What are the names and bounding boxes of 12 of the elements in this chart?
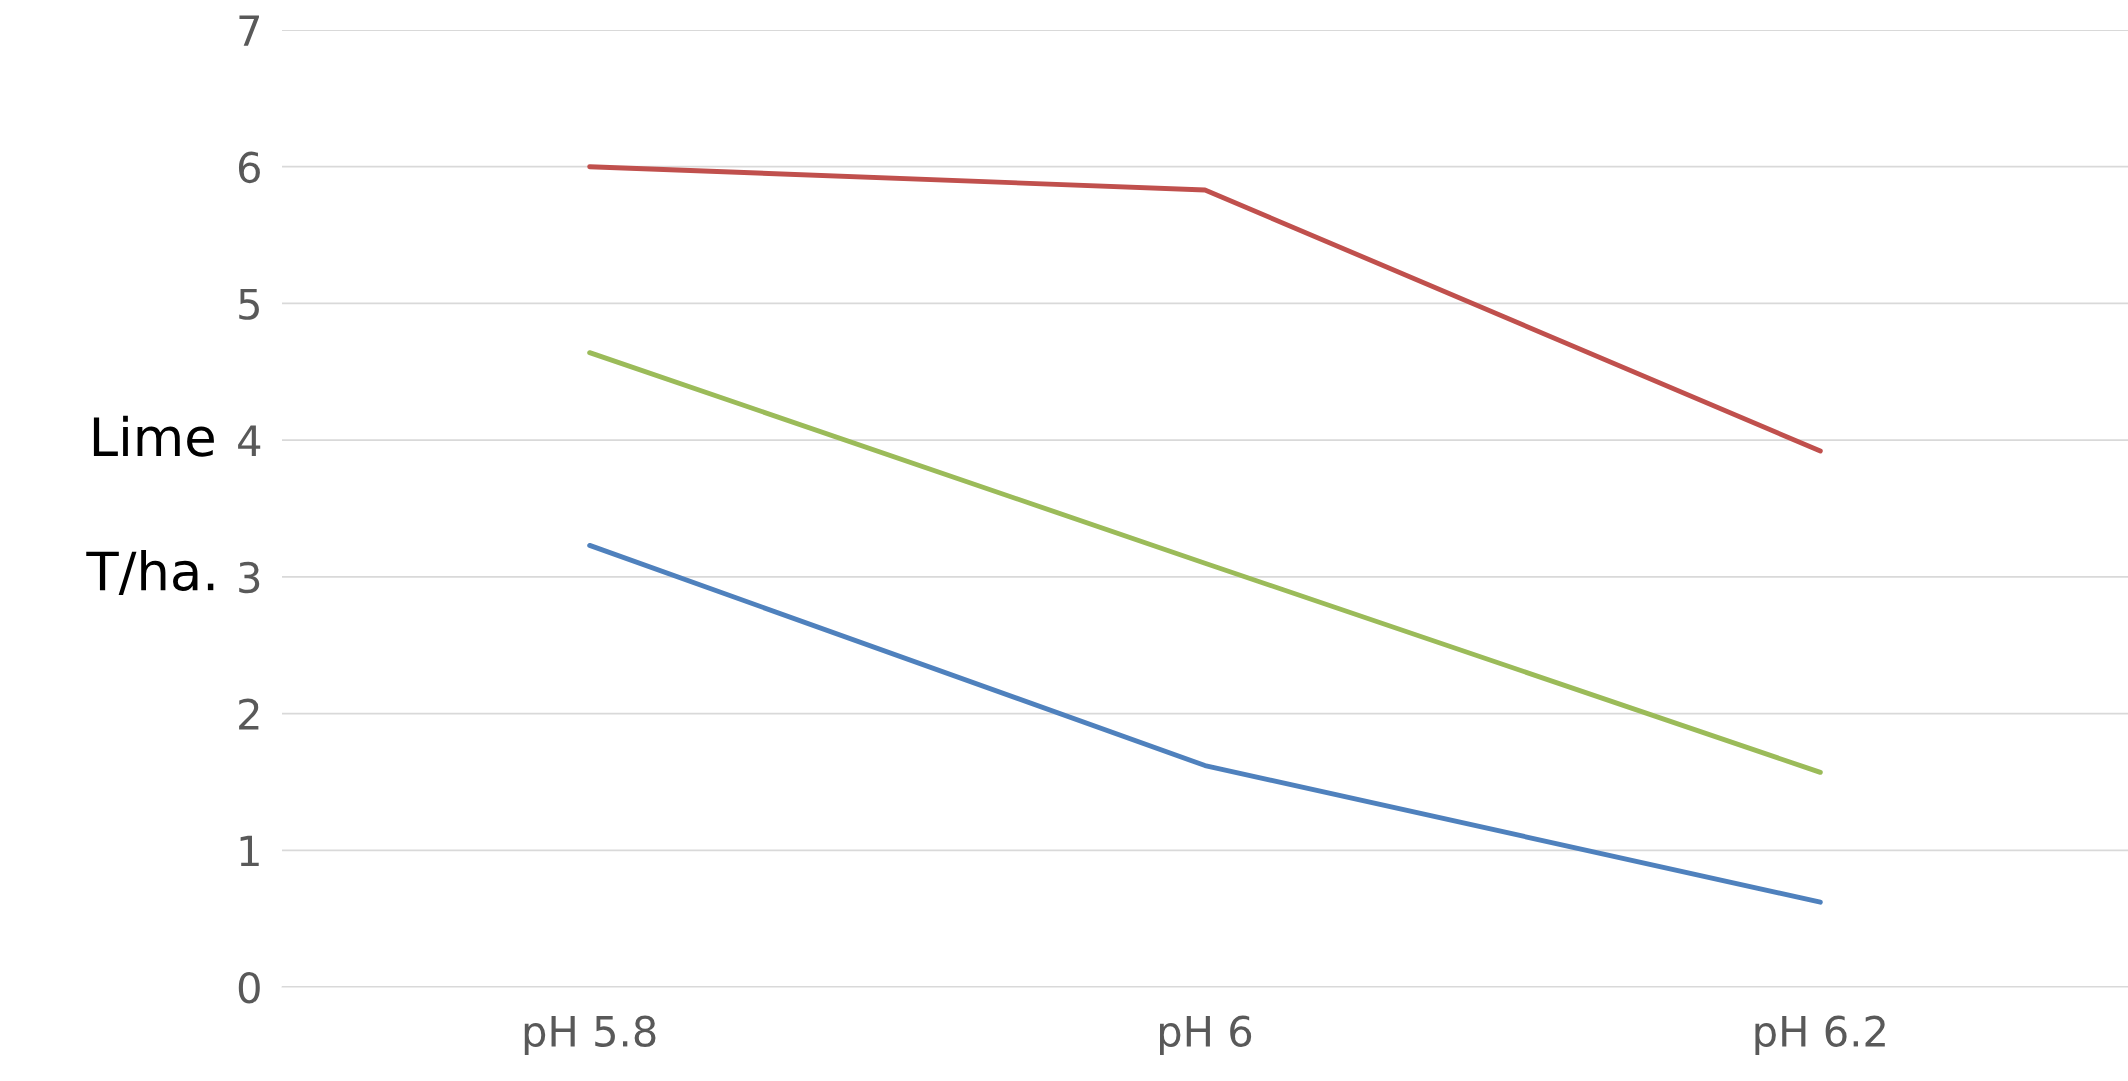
y-tick-label: 2 (239, 698, 259, 730)
text: Lime T/ha. (86, 415, 214, 596)
y-tick-label: 1 (240, 835, 259, 867)
x-tick-label: pH 5.8 (524, 1015, 656, 1056)
x-tick-label: pH 6.2 (1755, 1015, 1885, 1056)
y-tick-label: 0 (238, 971, 260, 1004)
x-tick-label: pH 6 (1160, 1015, 1252, 1056)
y-tick-label: 7 (239, 15, 259, 46)
y-tick-label: 6 (238, 151, 260, 184)
y-tick-label: 3 (239, 561, 260, 594)
y-tick-label: 4 (238, 425, 261, 456)
y-tick-label: 5 (239, 288, 259, 320)
